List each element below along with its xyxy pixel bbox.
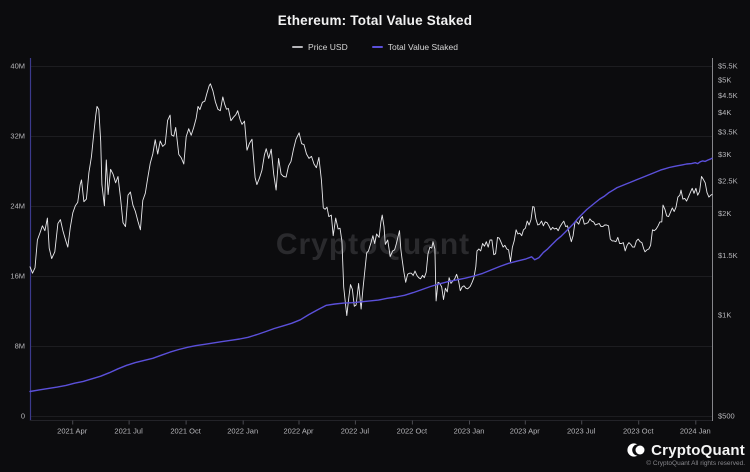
legend-label: Total Value Staked	[387, 42, 458, 52]
price-line-swatch	[292, 46, 304, 48]
legend-label: Price USD	[308, 42, 348, 52]
right-axis-label: $4K	[718, 108, 731, 117]
page-title: Ethereum: Total Value Staked	[277, 13, 473, 28]
x-tick-label: 2023 Apr	[510, 427, 541, 436]
x-tick-label: 2022 Apr	[283, 427, 314, 436]
left-axis-label: 0	[21, 412, 25, 421]
right-axis-label: $4.5K	[718, 91, 738, 100]
right-axis-label: $500	[718, 412, 735, 421]
x-tick-label: 2022 Oct	[397, 427, 428, 436]
x-tick-label: 2021 Oct	[170, 427, 201, 436]
x-tick-label: 2022 Jul	[341, 427, 370, 436]
right-axis-label: $3K	[718, 150, 731, 159]
right-axis-label: $5.5K	[718, 62, 738, 71]
left-axis-label: 32M	[10, 132, 25, 141]
brand: CryptoQuant © CryptoQuant All rights res…	[627, 441, 745, 467]
x-tick-label: 2021 Jul	[114, 427, 143, 436]
x-tick-label: 2023 Jul	[567, 427, 596, 436]
right-axis-label: $3.5K	[718, 128, 738, 137]
x-tick-label: 2023 Jan	[454, 427, 485, 436]
right-axis-label: $1.5K	[718, 251, 738, 260]
staked-line	[29, 157, 713, 393]
x-tick-label: 2024 Jan	[680, 427, 711, 436]
left-axis-label: 40M	[10, 62, 25, 71]
legend: Price USD Total Value Staked	[0, 42, 750, 52]
price-line	[29, 83, 713, 317]
legend-item-total-value-staked[interactable]: Total Value Staked	[371, 42, 458, 52]
staked-line-swatch	[371, 46, 383, 48]
x-tick-label: 2022 Jan	[227, 427, 258, 436]
x-tick-label: 2021 Apr	[57, 427, 88, 436]
right-axis-label: $5K	[718, 75, 731, 84]
left-axis-label: 16M	[10, 272, 25, 281]
legend-item-price-usd[interactable]: Price USD	[292, 42, 348, 52]
cryptoquant-logo-icon	[627, 443, 645, 457]
left-axis-label: 8M	[15, 342, 25, 351]
right-axis-label: $1K	[718, 310, 731, 319]
copyright-text: © CryptoQuant All rights reserved.	[646, 460, 745, 467]
right-axis-label: $2.5K	[718, 177, 738, 186]
watermark: CryptoQuant	[276, 228, 470, 261]
brand-name: CryptoQuant	[651, 441, 745, 459]
x-tick-label: 2023 Oct	[623, 427, 654, 436]
right-axis-label: $2K	[718, 209, 731, 218]
left-axis-label: 24M	[10, 202, 25, 211]
